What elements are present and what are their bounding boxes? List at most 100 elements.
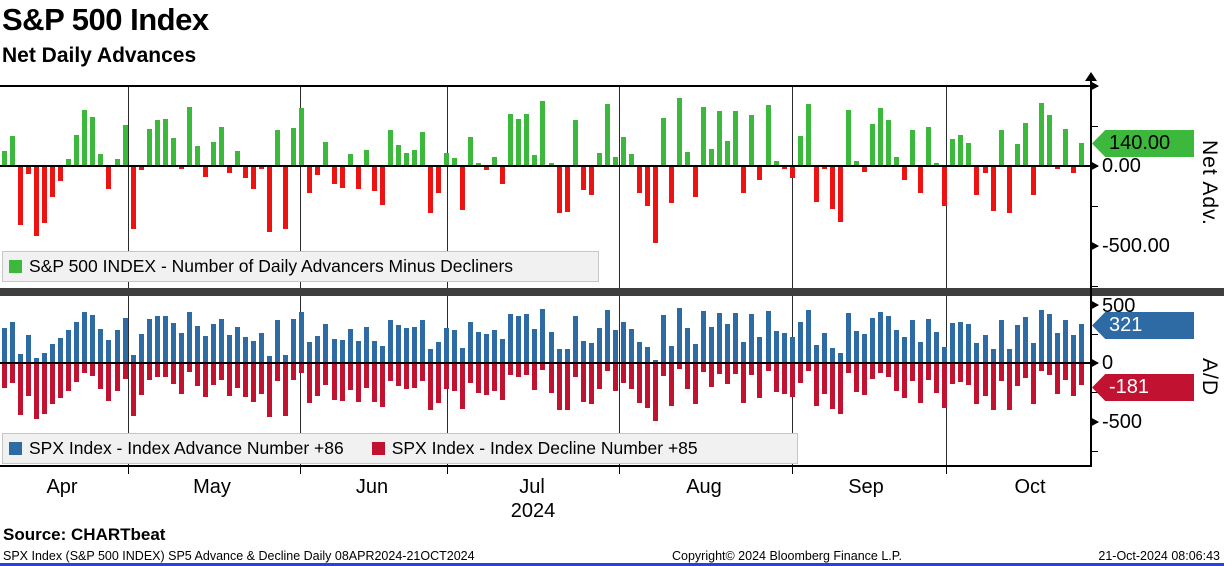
source-label: Source: CHARTbeat bbox=[3, 525, 166, 544]
decline-bar bbox=[701, 364, 706, 372]
advance-bar bbox=[524, 114, 529, 165]
decline-bar bbox=[589, 167, 594, 195]
month-gridline bbox=[619, 87, 620, 288]
advance-bar bbox=[838, 353, 843, 362]
decline-legend-label: SPX Index - Index Decline Number +85 bbox=[391, 438, 698, 458]
decline-bar bbox=[605, 364, 610, 371]
decline-bar bbox=[508, 364, 513, 375]
advance-bar bbox=[171, 323, 176, 362]
advance-bar bbox=[709, 149, 714, 165]
advance-bar bbox=[669, 346, 674, 362]
advance-bar bbox=[468, 322, 473, 362]
decline-bar bbox=[645, 364, 650, 408]
decline-bar bbox=[549, 364, 554, 393]
advance-bar bbox=[1023, 123, 1028, 165]
advance-bar bbox=[974, 343, 979, 362]
advance-bar bbox=[1039, 103, 1044, 165]
advance-bar bbox=[380, 346, 385, 362]
decline-bar bbox=[1007, 167, 1012, 213]
advance-bar bbox=[179, 333, 184, 362]
advance-bar bbox=[131, 355, 136, 362]
advance-bar bbox=[1063, 320, 1068, 362]
x-axis-month-label: Jul bbox=[519, 476, 545, 498]
advance-bar bbox=[476, 332, 481, 362]
advance-bar bbox=[147, 129, 152, 165]
advance-bar bbox=[436, 342, 441, 362]
advance-bar bbox=[195, 146, 200, 165]
decline-bar bbox=[147, 364, 152, 380]
advance-bar bbox=[211, 142, 216, 165]
decline-bar bbox=[227, 364, 232, 396]
advance-bar bbox=[806, 104, 811, 165]
decline-bar bbox=[1071, 167, 1076, 173]
advance-bar bbox=[115, 159, 120, 165]
advance-bar bbox=[886, 316, 891, 362]
decline-bar bbox=[476, 364, 481, 393]
axis-tick-arrow-icon bbox=[1090, 81, 1099, 91]
x-axis-month-label: Aug bbox=[686, 476, 722, 498]
decline-bar bbox=[1039, 364, 1044, 371]
advance-bar bbox=[291, 128, 296, 165]
advance-bar bbox=[508, 314, 513, 362]
advance-bar bbox=[147, 319, 152, 362]
decline-bar bbox=[123, 364, 128, 379]
advance-bar bbox=[106, 340, 111, 362]
advance-bar bbox=[90, 117, 95, 165]
decline-bar bbox=[18, 364, 23, 415]
advance-bar bbox=[404, 328, 409, 362]
decline-bar bbox=[557, 167, 562, 213]
advance-bar bbox=[790, 337, 795, 362]
decline-bar bbox=[219, 364, 224, 380]
decline-bar bbox=[1079, 364, 1084, 385]
advance-bar bbox=[629, 329, 634, 362]
advance-bar bbox=[1015, 144, 1020, 165]
decline-bar bbox=[902, 364, 907, 398]
decline-bar bbox=[259, 364, 264, 394]
advance-bar bbox=[123, 318, 128, 362]
advance-bar bbox=[468, 137, 473, 165]
advance-bar bbox=[115, 330, 120, 362]
advance-bar bbox=[420, 132, 425, 165]
axis-tick-arrow-icon bbox=[1090, 161, 1099, 171]
decline-bar bbox=[58, 364, 63, 398]
decline-bar bbox=[822, 364, 827, 394]
decline-bar bbox=[332, 167, 337, 184]
decline-bar bbox=[830, 364, 835, 409]
advance-bar bbox=[766, 105, 771, 165]
decline-bar bbox=[958, 364, 963, 382]
advance-bar bbox=[10, 136, 15, 165]
top-axis-tick-neg500: -500.00 bbox=[1102, 235, 1170, 257]
decline-bar bbox=[685, 364, 690, 389]
advance-bar bbox=[717, 111, 722, 165]
decline-bar bbox=[380, 364, 385, 407]
top-legend-label: S&P 500 INDEX - Number of Daily Advancer… bbox=[29, 256, 514, 276]
advance-bar bbox=[98, 154, 103, 165]
advance-bar bbox=[701, 311, 706, 362]
advance-bar bbox=[999, 130, 1004, 165]
advance-bar bbox=[348, 329, 353, 362]
advance-bar bbox=[886, 120, 891, 165]
decline-bar bbox=[179, 364, 184, 394]
advance-bar bbox=[846, 110, 851, 165]
decline-bar bbox=[42, 167, 47, 223]
advance-bar bbox=[958, 322, 963, 362]
advance-bar bbox=[870, 124, 875, 165]
advance-bar bbox=[396, 145, 401, 165]
advance-bar bbox=[637, 342, 642, 362]
decline-bar bbox=[774, 364, 779, 392]
decline-bar bbox=[725, 364, 730, 384]
advance-bar bbox=[211, 324, 216, 362]
advance-bar bbox=[581, 341, 586, 362]
decline-bar bbox=[10, 364, 15, 383]
advance-bar bbox=[42, 353, 47, 362]
decline-bar bbox=[323, 364, 328, 385]
decline-bar bbox=[862, 364, 867, 395]
decline-bar bbox=[171, 364, 176, 384]
decline-bar bbox=[653, 364, 658, 421]
decline-bar bbox=[436, 167, 441, 193]
advance-bar bbox=[557, 349, 562, 362]
month-gridline bbox=[792, 87, 793, 288]
decline-bar bbox=[950, 364, 955, 384]
decline-bar bbox=[235, 364, 240, 388]
